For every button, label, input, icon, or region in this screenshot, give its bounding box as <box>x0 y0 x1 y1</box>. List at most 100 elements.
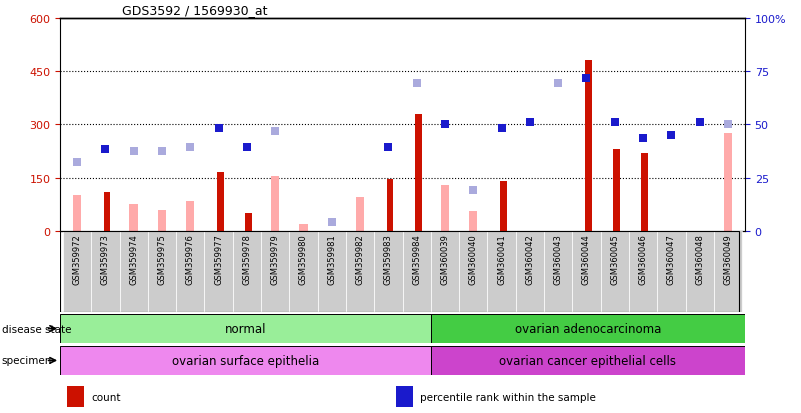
Bar <box>613 150 620 231</box>
Bar <box>431 346 745 375</box>
Bar <box>233 231 261 312</box>
Point <box>580 76 593 82</box>
Point <box>665 132 678 139</box>
Point <box>127 148 140 155</box>
Text: ovarian surface epithelia: ovarian surface epithelia <box>172 354 319 367</box>
Text: GSM360042: GSM360042 <box>525 234 534 284</box>
Bar <box>500 182 507 231</box>
Point <box>99 147 112 153</box>
Bar <box>572 231 601 312</box>
Bar <box>186 201 195 231</box>
Text: GSM359978: GSM359978 <box>243 234 252 285</box>
Bar <box>642 153 648 231</box>
Bar <box>356 197 364 231</box>
Text: GSM359983: GSM359983 <box>384 234 392 285</box>
Text: GSM360044: GSM360044 <box>582 234 591 284</box>
Text: percentile rank within the sample: percentile rank within the sample <box>420 392 595 402</box>
Bar <box>271 176 280 231</box>
Bar <box>469 212 477 231</box>
Text: GSM359976: GSM359976 <box>186 234 195 285</box>
Bar <box>657 231 686 312</box>
Text: GSM360041: GSM360041 <box>497 234 506 284</box>
Text: GSM359984: GSM359984 <box>413 234 421 284</box>
Bar <box>585 61 592 231</box>
Text: GSM359982: GSM359982 <box>356 234 364 284</box>
Bar <box>544 231 572 312</box>
Point <box>410 81 423 88</box>
Bar <box>387 180 393 231</box>
Bar <box>176 231 204 312</box>
Text: normal: normal <box>225 322 266 335</box>
Bar <box>60 346 431 375</box>
Point <box>523 120 536 126</box>
Point <box>240 145 253 151</box>
Bar <box>119 231 148 312</box>
Text: GSM359981: GSM359981 <box>328 234 336 284</box>
Point <box>70 159 83 166</box>
Text: GSM359972: GSM359972 <box>73 234 82 284</box>
Point <box>693 120 706 126</box>
Point <box>155 148 168 155</box>
Text: disease state: disease state <box>2 324 71 334</box>
Bar <box>73 196 81 231</box>
Text: GDS3592 / 1569930_at: GDS3592 / 1569930_at <box>122 5 268 17</box>
Point <box>325 219 338 226</box>
Point <box>438 121 451 128</box>
Bar <box>415 114 422 231</box>
Bar <box>148 231 176 312</box>
Text: GSM359975: GSM359975 <box>158 234 167 284</box>
Bar <box>67 386 84 407</box>
Text: GSM359980: GSM359980 <box>299 234 308 284</box>
Bar <box>217 173 223 231</box>
Bar <box>289 231 318 312</box>
Bar <box>130 205 138 231</box>
Bar <box>402 231 431 312</box>
Bar <box>346 231 374 312</box>
Bar <box>629 231 657 312</box>
Bar <box>431 231 459 312</box>
Text: GSM360045: GSM360045 <box>610 234 619 284</box>
Bar <box>374 231 402 312</box>
Text: GSM360039: GSM360039 <box>441 234 449 285</box>
Text: GSM360043: GSM360043 <box>553 234 562 285</box>
Point <box>212 125 225 132</box>
Bar <box>724 134 732 231</box>
Bar <box>431 314 745 344</box>
Text: GSM360047: GSM360047 <box>667 234 676 285</box>
Bar <box>318 231 346 312</box>
Point <box>495 125 508 132</box>
Bar <box>441 185 449 231</box>
Bar <box>103 192 111 231</box>
Text: GSM359973: GSM359973 <box>101 234 110 285</box>
Text: GSM360048: GSM360048 <box>695 234 704 285</box>
Bar <box>63 231 91 312</box>
Bar <box>261 231 289 312</box>
Bar <box>300 224 308 231</box>
Bar <box>91 231 119 312</box>
Bar <box>245 214 252 231</box>
Text: ovarian adenocarcinoma: ovarian adenocarcinoma <box>515 322 661 335</box>
Bar <box>60 314 431 344</box>
Bar <box>158 210 166 231</box>
Bar <box>487 231 516 312</box>
Text: GSM359979: GSM359979 <box>271 234 280 284</box>
Bar <box>714 231 742 312</box>
Text: GSM360046: GSM360046 <box>638 234 647 285</box>
Bar <box>686 231 714 312</box>
Text: GSM360040: GSM360040 <box>469 234 477 284</box>
Text: specimen: specimen <box>2 356 52 366</box>
Text: GSM360049: GSM360049 <box>723 234 732 284</box>
Point <box>184 145 197 151</box>
Point <box>552 81 565 88</box>
Point <box>269 129 282 135</box>
Text: count: count <box>91 392 120 402</box>
Bar <box>516 231 544 312</box>
Point <box>722 121 735 128</box>
Bar <box>459 231 487 312</box>
Bar <box>396 386 413 407</box>
Bar <box>601 231 629 312</box>
Point <box>608 120 621 126</box>
Point <box>382 145 395 151</box>
Point <box>467 187 480 194</box>
Text: GSM359974: GSM359974 <box>129 234 138 284</box>
